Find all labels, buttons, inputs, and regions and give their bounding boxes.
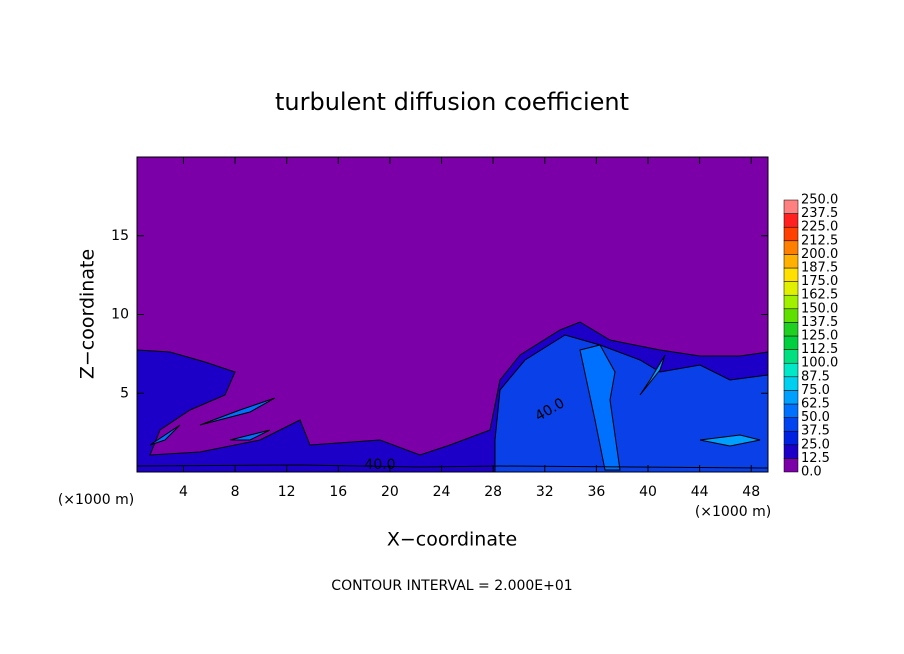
x-tick-label: 48 (742, 484, 760, 500)
x-unit: (×1000 m) (695, 504, 771, 520)
x-tick-label: 40 (639, 484, 657, 500)
colorbar-box (783, 417, 799, 432)
colorbar-box (783, 444, 799, 459)
colorbar-box (783, 322, 799, 337)
colorbar-box (783, 267, 799, 282)
colorbar-box (783, 254, 799, 269)
x-tick-label: 4 (179, 484, 188, 500)
colorbar-box (783, 281, 799, 296)
colorbar-label: 200.0 (801, 247, 838, 262)
contour-label: 40.0 (364, 457, 395, 473)
colorbar-label: 150.0 (801, 301, 838, 316)
field: 40.0 40.0 (137, 157, 768, 473)
colorbar-box (783, 199, 799, 214)
colorbar-label: 25.0 (801, 437, 830, 452)
chart-title: turbulent diffusion coefficient (275, 88, 629, 116)
x-axis-label: X−coordinate (387, 529, 517, 551)
colorbar-label: 250.0 (801, 193, 838, 208)
colorbar-box (783, 213, 799, 228)
colorbar-label: 187.5 (801, 261, 838, 276)
y-tick-label: 5 (120, 385, 129, 401)
colorbar-label: 12.5 (801, 451, 830, 466)
colorbar-label: 175.0 (801, 274, 838, 289)
colorbar-box (783, 294, 799, 310)
colorbar-box (783, 362, 799, 378)
footnote: CONTOUR INTERVAL = 2.000E+01 (331, 578, 572, 594)
x-tick-label: 28 (484, 484, 502, 500)
colorbar-label: 225.0 (801, 220, 838, 235)
colorbar-label: 100.0 (801, 356, 838, 371)
field-region (699, 434, 761, 447)
colorbar-label: 75.0 (801, 383, 830, 398)
field-region (494, 334, 768, 472)
colorbar-box (783, 226, 799, 242)
x-unit: (×1000 m) (58, 492, 134, 508)
field-region (639, 354, 666, 396)
y-tick-label: 15 (111, 228, 129, 244)
colorbar-label: 0.0 (801, 465, 822, 480)
colorbar-label: 137.5 (801, 315, 838, 330)
colorbar-label: 125.0 (801, 329, 838, 344)
field-region (579, 344, 621, 471)
colorbar-box (783, 403, 799, 418)
x-tick-label: 44 (691, 484, 709, 500)
colorbar-box (783, 376, 799, 391)
x-tick-label: 16 (329, 484, 347, 500)
y-axis-label: Z−coordinate (77, 249, 99, 379)
x-tick-label: 32 (536, 484, 554, 500)
colorbar-box (783, 308, 799, 323)
colorbar-label: 62.5 (801, 397, 830, 412)
x-tick-label: 20 (381, 484, 399, 500)
colorbar-box (783, 240, 799, 255)
colorbar-box (783, 349, 799, 364)
colorbar-label: 237.5 (801, 206, 838, 221)
x-tick-label: 24 (433, 484, 451, 500)
colorbar-box (783, 390, 799, 405)
colorbar-label: 112.5 (801, 342, 838, 357)
colorbar-label: 50.0 (801, 410, 830, 425)
colorbar-box (783, 458, 799, 473)
colorbar-label: 162.5 (801, 288, 838, 303)
x-tick-label: 36 (587, 484, 605, 500)
colorbar-box (783, 335, 799, 350)
y-tick-label: 10 (111, 307, 129, 323)
colorbar-label: 37.5 (801, 424, 830, 439)
x-tick-label: 12 (278, 484, 296, 500)
colorbar-label: 212.5 (801, 233, 838, 248)
x-tick-label: 8 (231, 484, 240, 500)
colorbar-label: 87.5 (801, 369, 830, 384)
field-region (149, 397, 276, 446)
contour-line (137, 464, 768, 469)
colorbar-box (783, 430, 799, 446)
